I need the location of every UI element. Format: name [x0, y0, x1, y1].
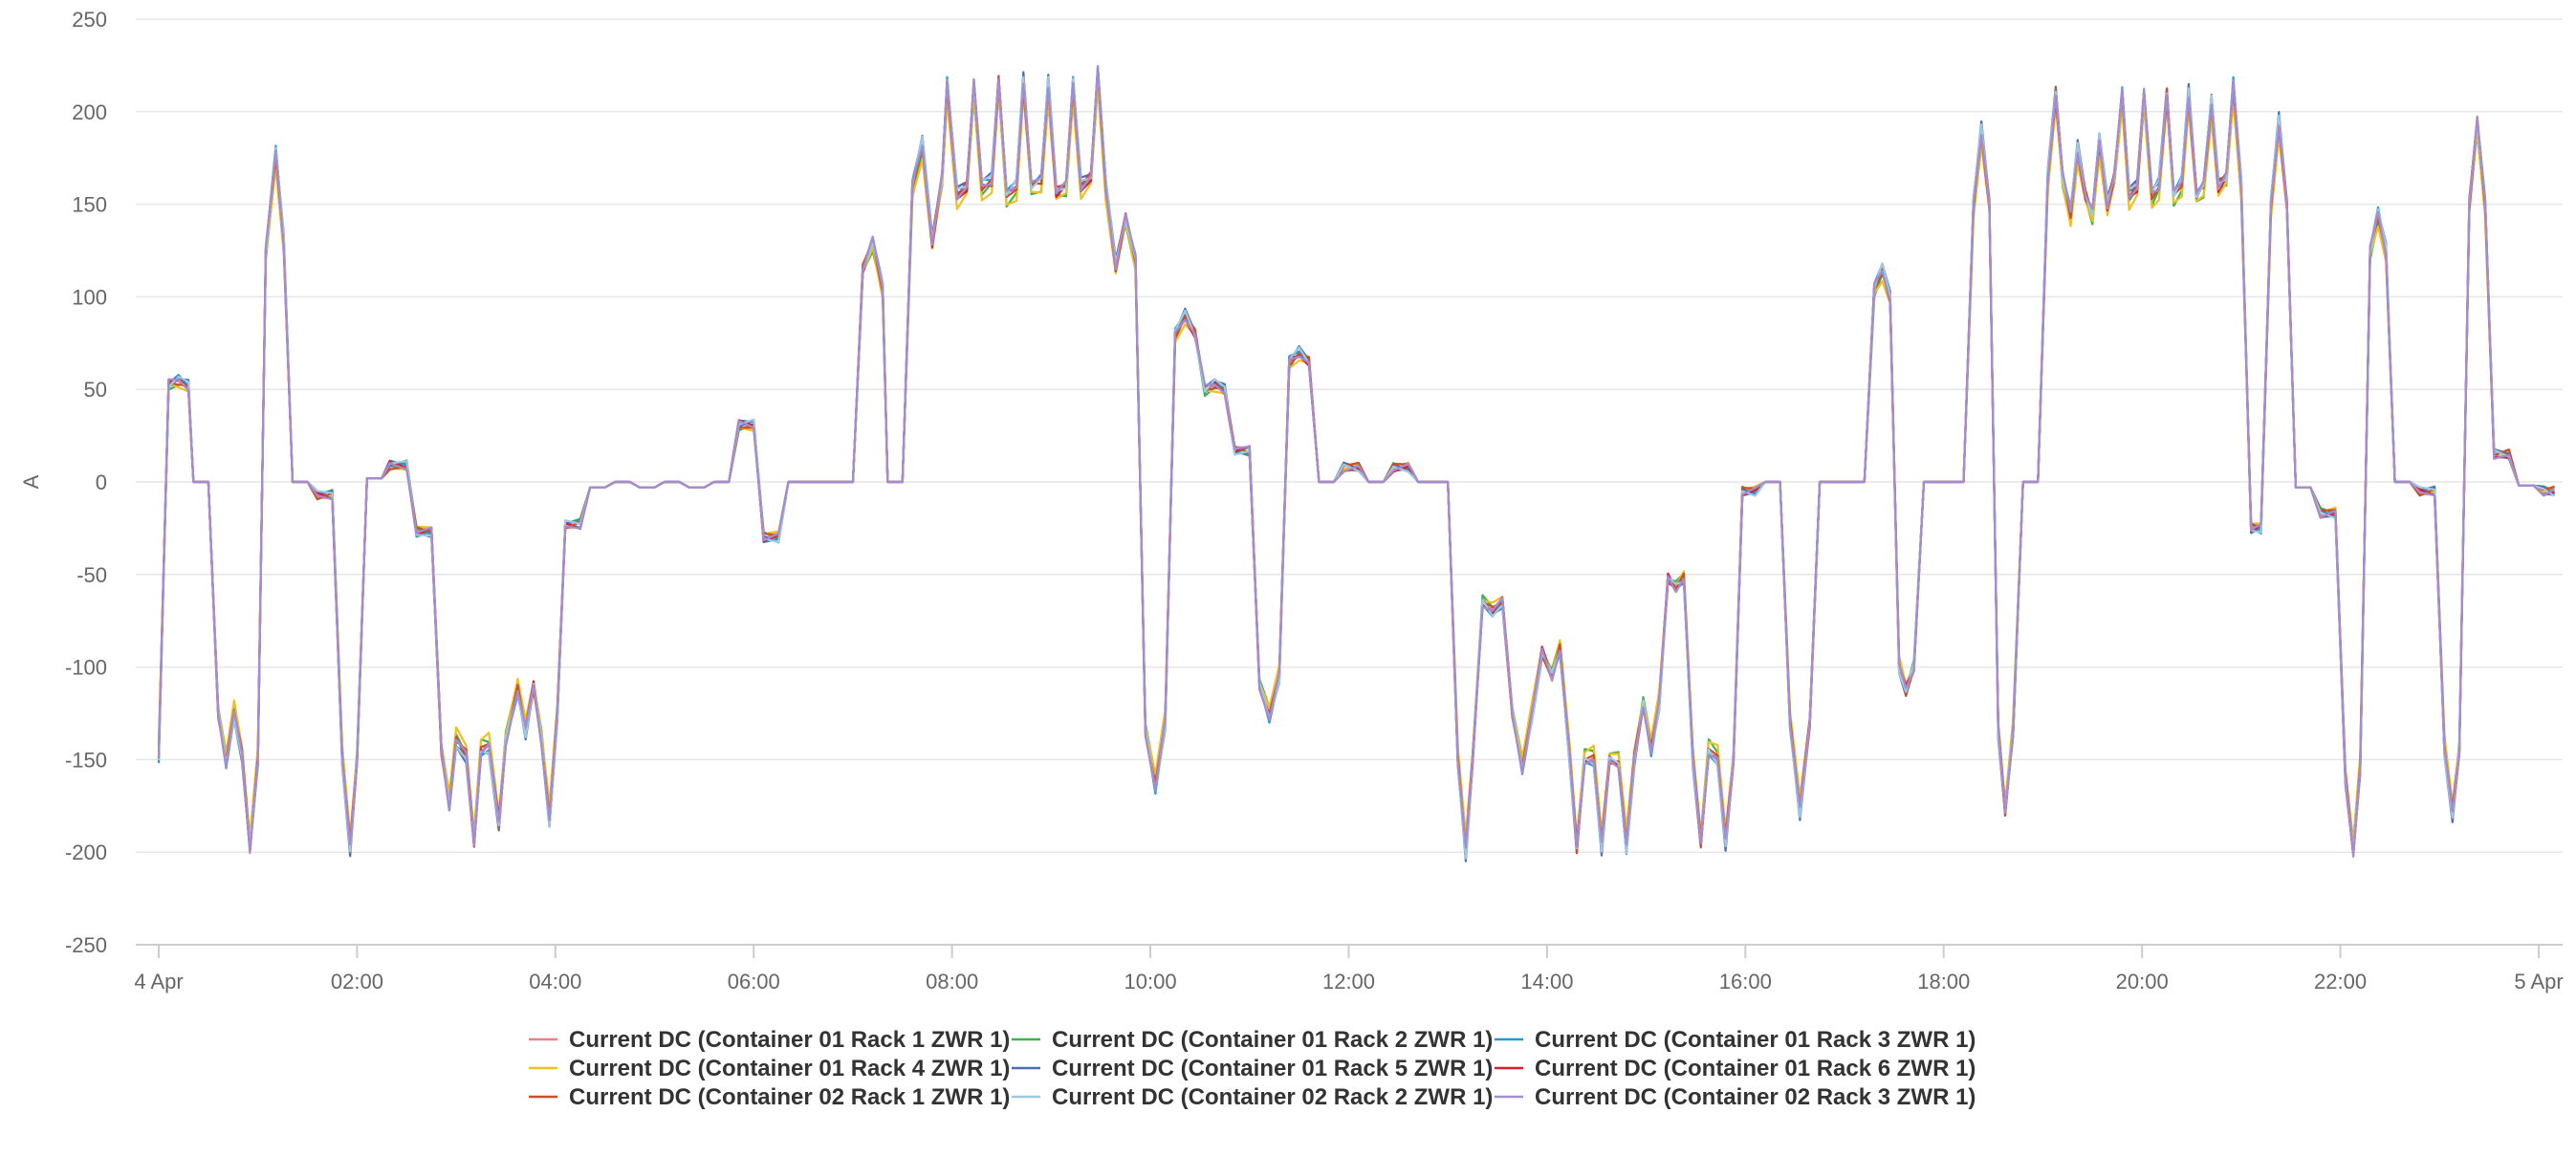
x-tick-label: 02:00: [331, 970, 383, 993]
legend-label: Current DC (Container 01 Rack 2 ZWR 1): [1052, 1027, 1493, 1053]
y-tick-label: -50: [76, 563, 107, 587]
y-tick-label: 50: [84, 378, 107, 402]
legend-item[interactable]: Current DC (Container 01 Rack 5 ZWR 1): [1012, 1056, 1493, 1081]
legend-item[interactable]: Current DC (Container 01 Rack 6 ZWR 1): [1495, 1056, 1976, 1081]
x-tick-label: 16:00: [1719, 970, 1772, 993]
legend-label: Current DC (Container 01 Rack 6 ZWR 1): [1535, 1056, 1976, 1081]
legend-item[interactable]: Current DC (Container 01 Rack 1 ZWR 1): [529, 1027, 1010, 1053]
y-axis-title: A: [19, 474, 43, 489]
x-tick-label: 4 Apr: [134, 970, 183, 993]
series-line[interactable]: [157, 65, 2555, 857]
legend-label: Current DC (Container 01 Rack 3 ZWR 1): [1535, 1027, 1976, 1053]
x-axis: 4 Apr 02:00 04:00 06:00 08:00 10:00 12:00 14:00…: [134, 945, 2564, 993]
series-line[interactable]: [157, 71, 2555, 856]
x-tick-label: 12:00: [1322, 970, 1375, 993]
x-tick-label: 18:00: [1917, 970, 1970, 993]
y-tick-label: -100: [65, 656, 107, 680]
x-tick-label: 06:00: [728, 970, 780, 993]
series-lines: [157, 65, 2555, 862]
y-axis: 250 200 150 100 50 0 -50 -100 -150 -200 -250: [65, 8, 107, 957]
legend-label: Current DC (Container 01 Rack 1 ZWR 1): [569, 1027, 1010, 1053]
legend-item[interactable]: Current DC (Container 01 Rack 3 ZWR 1): [1495, 1027, 1976, 1053]
x-tick-label: 22:00: [2314, 970, 2367, 993]
y-tick-label: 100: [72, 285, 107, 309]
y-tick-label: -150: [65, 748, 107, 772]
x-tick-label: 10:00: [1124, 970, 1177, 993]
x-tick-label: 04:00: [529, 970, 581, 993]
legend-item[interactable]: Current DC (Container 02 Rack 1 ZWR 1): [529, 1084, 1010, 1110]
legend: Current DC (Container 01 Rack 1 ZWR 1) Cu…: [529, 1027, 1976, 1110]
legend-item[interactable]: Current DC (Container 02 Rack 3 ZWR 1): [1495, 1084, 1976, 1110]
x-tick-label: 20:00: [2116, 970, 2169, 993]
grid-lines: [136, 18, 2563, 946]
legend-item[interactable]: Current DC (Container 02 Rack 2 ZWR 1): [1012, 1084, 1493, 1110]
y-tick-label: 0: [96, 470, 107, 494]
legend-item[interactable]: Current DC (Container 01 Rack 2 ZWR 1): [1012, 1027, 1493, 1053]
y-tick-label: -200: [65, 840, 107, 864]
legend-label: Current DC (Container 02 Rack 2 ZWR 1): [1052, 1084, 1493, 1110]
legend-label: Current DC (Container 02 Rack 3 ZWR 1): [1535, 1084, 1976, 1110]
legend-item[interactable]: Current DC (Container 01 Rack 4 ZWR 1): [529, 1056, 1010, 1081]
legend-label: Current DC (Container 01 Rack 4 ZWR 1): [569, 1056, 1010, 1081]
y-tick-label: 150: [72, 193, 107, 217]
y-tick-label: 250: [72, 8, 107, 32]
legend-label: Current DC (Container 02 Rack 1 ZWR 1): [569, 1084, 1010, 1110]
x-tick-label: 08:00: [926, 970, 978, 993]
legend-label: Current DC (Container 01 Rack 5 ZWR 1): [1052, 1056, 1493, 1081]
y-tick-label: 200: [72, 100, 107, 124]
y-tick-label: -250: [65, 933, 107, 957]
x-tick-label: 5 Apr: [2514, 970, 2563, 993]
x-tick-label: 14:00: [1520, 970, 1573, 993]
